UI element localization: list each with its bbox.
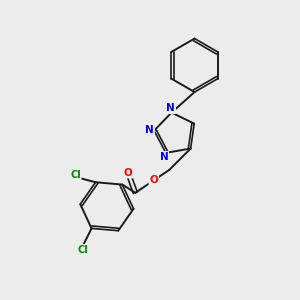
Text: N: N [167, 103, 175, 113]
Text: Cl: Cl [70, 170, 81, 180]
Text: Cl: Cl [77, 245, 88, 255]
Text: N: N [160, 152, 168, 162]
Text: O: O [124, 168, 132, 178]
Text: O: O [149, 175, 158, 185]
Text: N: N [145, 125, 154, 135]
